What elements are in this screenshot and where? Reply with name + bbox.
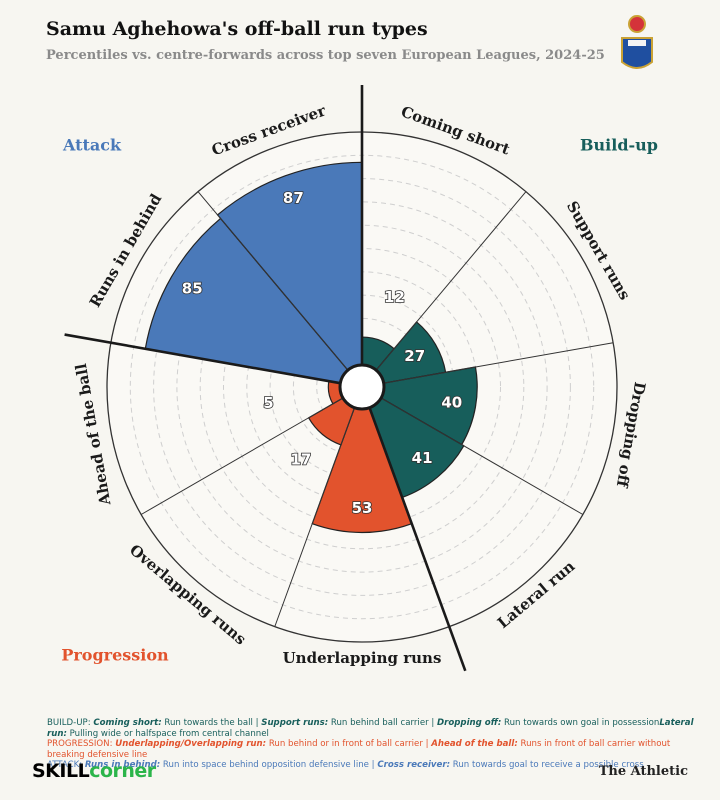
group-label: Build-up: [580, 136, 658, 155]
grid-ring: [199, 224, 525, 550]
chart-subtitle: Percentiles vs. centre-forwards across t…: [46, 48, 605, 63]
category-label: Dropping off: [612, 380, 649, 490]
desc: Run behind ball carrier |: [328, 718, 437, 728]
value-label: 85: [182, 279, 203, 297]
term: Support runs:: [261, 718, 329, 728]
value-label: 40: [441, 393, 462, 411]
term: Cross receiver:: [377, 760, 451, 771]
group: PROGRESSION:: [47, 739, 113, 750]
value-label: 27: [404, 347, 425, 365]
term: Underlapping/Overlapping run:: [115, 739, 267, 750]
line: ATTACK: Runs in behind: Run into space b…: [47, 760, 697, 771]
spoke: [140, 397, 344, 515]
value-label: 12: [384, 288, 405, 306]
value-label: 53: [352, 499, 373, 517]
line: BUILD-UP: Coming short: Run towards the …: [47, 718, 697, 739]
grid-ring: [176, 201, 548, 573]
spoke: [197, 191, 349, 371]
term: Dropping off:: [437, 718, 502, 728]
desc: Run towards goal to receive a possible c…: [450, 760, 644, 771]
group-separator: [64, 333, 341, 385]
desc: Run towards own goal in possession: [501, 718, 660, 728]
value-label: 87: [283, 189, 304, 207]
desc: Run into space behind opposition defensi…: [160, 760, 378, 771]
term: Lateral run:: [47, 718, 694, 739]
brand-part: SKILL: [32, 760, 90, 782]
desc: Pulling wide or halfspace from central c…: [66, 728, 269, 739]
spoke: [375, 191, 527, 371]
spoke: [380, 397, 584, 515]
chart-title: Samu Aghehowa's off-ball run types: [46, 18, 428, 40]
group-label: Progression: [61, 646, 169, 665]
desc: Runs in front of ball carrier without br…: [47, 739, 671, 760]
notes: BUILD-UP: Coming short: Run towards the …: [47, 718, 697, 771]
value-label: 17: [290, 450, 311, 468]
term: Coming short:: [93, 718, 162, 728]
spoke: [274, 407, 355, 627]
term: Ahead of the ball:: [431, 739, 518, 750]
desc: Run behind or in front of ball carrier |: [266, 739, 432, 750]
group: ATTACK:: [47, 760, 83, 771]
club-crest: [621, 15, 653, 69]
brand-part: corner: [89, 760, 156, 782]
group: BUILD-UP:: [47, 718, 91, 728]
group-separator: [368, 407, 467, 672]
category-label: Underlapping runs: [283, 649, 442, 667]
desc: Run towards the ball |: [161, 718, 262, 728]
athletic-logo: The Athletic: [598, 764, 688, 779]
line: PROGRESSION: Underlapping/Overlapping ru…: [47, 739, 697, 760]
term: Runs in behind:: [84, 760, 161, 771]
value-label: 41: [412, 449, 433, 467]
center-hole: [338, 363, 386, 411]
skillcorner-logo: SKILLcorner: [32, 760, 156, 782]
group-label: Attack: [62, 136, 122, 155]
spoke: [383, 342, 614, 384]
value-label: 5: [263, 394, 273, 412]
